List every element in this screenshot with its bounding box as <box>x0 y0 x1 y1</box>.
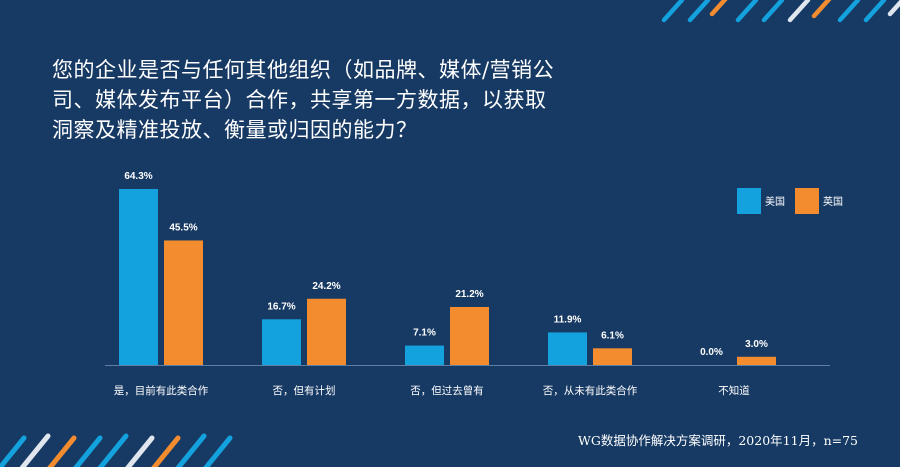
title-line-1: 您的企业是否与任何其他组织（如品牌、媒体/营销公 <box>52 58 555 82</box>
bar-us-2 <box>262 319 301 365</box>
legend-label-uk: 英国 <box>823 195 843 208</box>
title-line-3: 洞察及精准投放、衡量或归因的能力？ <box>52 118 418 142</box>
value-label-us-3: 7.1% <box>413 328 436 339</box>
stripe-top-6 <box>787 0 811 23</box>
stripe-top-1 <box>661 0 685 23</box>
value-label-uk-4: 6.1% <box>601 330 624 341</box>
stripe-bottom-6 <box>125 435 155 467</box>
title-line-2: 司、媒体发布平台）合作，共享第一方数据，以获取 <box>52 88 547 112</box>
category-label-3: 否，但过去曾有 <box>410 384 484 397</box>
stripe-top-8 <box>837 0 861 23</box>
bar-us-4 <box>548 332 587 365</box>
bar-us-1 <box>119 189 158 365</box>
stripe-top-2 <box>687 0 711 23</box>
bar-uk-4 <box>593 348 632 365</box>
category-label-5: 不知道 <box>718 384 750 397</box>
value-label-us-2: 16.7% <box>267 301 295 312</box>
question-title: 您的企业是否与任何其他组织（如品牌、媒体/营销公 司、媒体发布平台）合作，共享第… <box>52 55 592 145</box>
bar-us-3 <box>405 345 444 365</box>
stripe-top-10 <box>887 0 900 17</box>
legend-label-us: 美国 <box>765 195 785 208</box>
category-label-2: 否，但有计划 <box>273 384 336 397</box>
value-label-uk-5: 3.0% <box>745 339 768 350</box>
legend-swatch-uk <box>795 188 819 214</box>
value-label-uk-2: 24.2% <box>312 281 340 292</box>
stripe-bottom-4 <box>73 435 103 467</box>
stripe-bottom-8 <box>175 433 207 467</box>
value-label-us-4: 11.9% <box>554 314 582 325</box>
stripe-top-9 <box>863 0 887 23</box>
stripe-bottom-7 <box>151 435 181 467</box>
stripe-bottom-3 <box>47 435 77 467</box>
stripe-bottom-1 <box>0 435 27 467</box>
value-label-uk-3: 21.2% <box>455 289 483 300</box>
bar-uk-3 <box>450 306 489 365</box>
bar-uk-1 <box>164 240 203 365</box>
stripe-bottom-2 <box>19 433 51 467</box>
value-label-us-5: 0.0% <box>700 347 723 358</box>
category-label-1: 是，目前有此类合作 <box>114 384 209 397</box>
value-label-us-1: 64.3% <box>124 171 152 182</box>
bar-uk-5 <box>737 356 776 365</box>
source-note: WG数据协作解决方案调研，2020年11月，n=75 <box>578 433 858 448</box>
stripe-bottom-5 <box>97 433 129 467</box>
stripe-bottom-9 <box>203 435 233 467</box>
stripe-top-7 <box>811 0 832 19</box>
value-label-uk-1: 45.5% <box>169 222 197 233</box>
stripe-top-4 <box>735 0 759 23</box>
legend-swatch-us <box>737 188 761 214</box>
category-label-4: 否，从未有此类合作 <box>543 384 638 397</box>
stripe-top-3 <box>709 0 728 17</box>
bar-uk-2 <box>307 298 346 365</box>
stripe-top-5 <box>761 0 785 23</box>
